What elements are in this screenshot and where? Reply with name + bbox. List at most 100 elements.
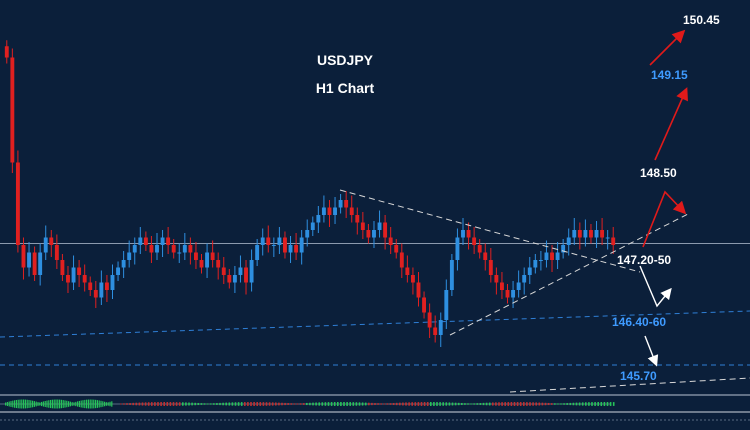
indicator-bar [240,402,243,406]
indicator-bar [172,402,175,406]
candle-body [499,282,504,290]
candle-body [583,230,588,238]
indicator-bar [147,402,150,406]
indicator-bar [541,402,544,406]
indicator-bar [57,399,59,409]
indicator-bar [293,403,296,405]
candle-body [160,237,165,245]
indicator-bar [68,401,70,407]
indicator-bar [470,403,472,405]
indicator-bar [457,402,460,406]
indicator-bar [26,399,28,409]
indicator-bar [253,402,255,406]
indicator-bar [507,402,510,406]
candle-body [66,275,70,283]
indicator-bar [550,403,553,405]
indicator-bar [436,402,438,406]
candle-body [238,267,243,275]
target-label-148-50: 148.50 [640,166,677,180]
indicator-bar [411,402,413,406]
indicator-bar [327,402,330,406]
indicator-bar [194,402,196,406]
indicator-bar [197,402,200,406]
candle-body [177,252,182,254]
indicator-bar [389,403,392,405]
candle-body [283,237,287,253]
indicator-bar [166,402,169,406]
indicator-bar [495,402,497,406]
candle-body [138,237,143,245]
candle-body [27,252,31,268]
indicator-bar [250,402,252,406]
indicator-bar [138,402,141,406]
candle-body [71,267,76,283]
indicator-bar [154,402,156,406]
candle-body [477,245,482,253]
candle-body [54,245,59,260]
arrow-up-path-1 [642,190,687,248]
candle-body [116,267,121,275]
candle-body [221,267,226,275]
indicator-bar [169,402,172,406]
indicator-bar [609,402,612,406]
indicator-bar [352,402,355,406]
indicator-bar [349,402,351,406]
candle-body [210,252,215,260]
candle-body [171,245,176,253]
candle-body [377,222,382,230]
candle-body [288,245,293,253]
candle-body [561,245,566,253]
candle-body [366,230,371,238]
indicator-bar [312,402,314,406]
candle-body [88,282,93,290]
candle-body [444,290,449,320]
indicator-bar [185,402,187,406]
indicator-bar [6,402,8,406]
candle-body [516,282,521,290]
indicator-bar [355,402,358,406]
indicator-bar [231,402,234,406]
indicator-bar [485,402,488,406]
candle-body [405,267,410,275]
indicator-bar [377,403,379,405]
indicator-bar [488,402,491,406]
indicator-bar [516,402,519,406]
indicator-bar [46,400,48,408]
candle-body [600,230,605,238]
indicator-bar [10,401,12,407]
indicator-bar [271,402,274,406]
candle-body [4,46,9,58]
indicator-bar [80,400,82,408]
indicator-bar [89,399,91,409]
candle-body [104,282,109,290]
candle-body [566,237,571,245]
indicator-bar [430,402,432,406]
indicator-bar [14,400,16,408]
indicator-bar [91,399,93,409]
indicator-bar [290,403,293,405]
indicator-bar [123,403,125,405]
indicator-bar [191,402,193,406]
indicator-bar [600,402,603,406]
indicator-bar [364,402,367,406]
candle-body [271,245,276,246]
candle-body [349,207,354,215]
arrow-down-path-2 [644,335,659,367]
candle-body [488,260,493,275]
indicator-bar [17,399,19,409]
indicator-bar [69,401,71,407]
indicator-bar [203,403,206,405]
indicator-bar [216,403,218,405]
indicator-bar [71,402,73,406]
indicator-bar [107,402,109,406]
candle-body [38,252,43,275]
indicator-bar [287,403,289,405]
candle-body [438,320,443,335]
indicator-bar [163,402,165,406]
indicator-bar [594,402,596,406]
indicator-bar [237,402,240,406]
indicator-bar [178,402,181,406]
candle-body [555,252,560,260]
candle-body [321,207,326,215]
